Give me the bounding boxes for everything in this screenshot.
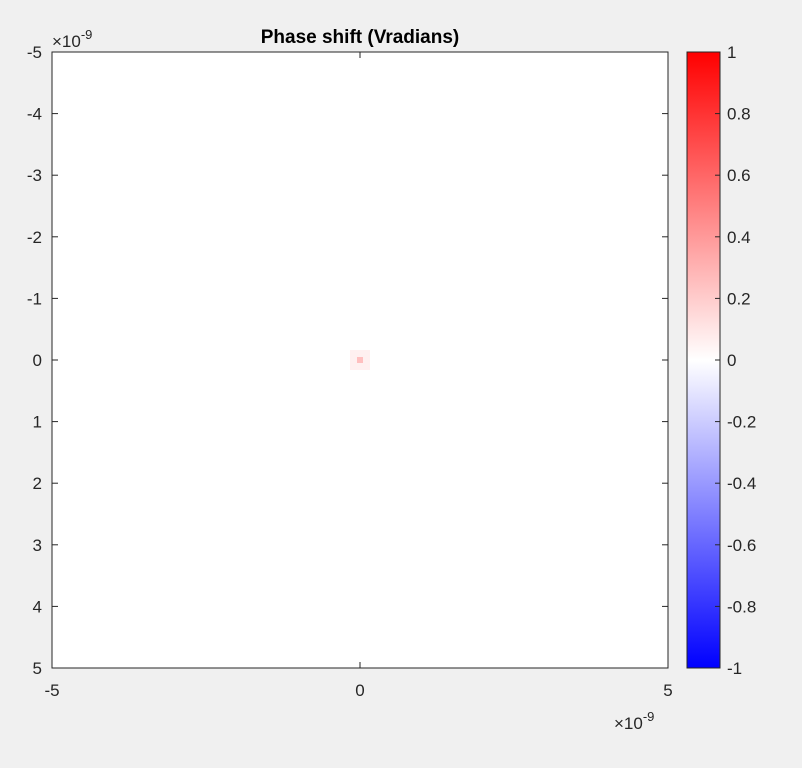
colorbar-tick-label: -0.4 — [727, 474, 756, 493]
y-tick-label: 1 — [33, 413, 42, 432]
x-tick-label: 5 — [663, 681, 672, 700]
colorbar-tick-label: -0.8 — [727, 597, 756, 616]
colorbar-tick-label: -0.2 — [727, 413, 756, 432]
y-tick-label: 5 — [33, 659, 42, 678]
y-tick-label: 2 — [33, 474, 42, 493]
x-axis-exponent-label: ×10-9 — [614, 709, 654, 733]
heatmap-plot-area — [51, 51, 669, 669]
x-tick-label: 0 — [355, 681, 364, 700]
y-tick-label: -2 — [27, 228, 42, 247]
colorbar-gradient — [687, 52, 720, 668]
heatmap-hotspot-cell — [357, 357, 363, 363]
colorbar-tick-label: 0 — [727, 351, 736, 370]
colorbar-tick-label: 0.4 — [727, 228, 751, 247]
x-exponent-power: -9 — [643, 709, 655, 724]
colorbar-tick-label: -0.6 — [727, 536, 756, 555]
y-tick-label: -3 — [27, 166, 42, 185]
colorbar-tick-label: 1 — [727, 43, 736, 62]
y-axis-ticks: -5 -4 -3 -2 -1 0 1 2 3 4 5 — [27, 43, 668, 678]
y-exponent-power: -9 — [81, 27, 93, 42]
colorbar-tick-label: 0.2 — [727, 289, 751, 308]
colorbar-tick-label: 0.6 — [727, 166, 751, 185]
colorbar — [686, 51, 721, 669]
y-tick-label: -5 — [27, 43, 42, 62]
colorbar-tick-label: -1 — [727, 659, 742, 678]
y-exponent-base: ×10 — [52, 32, 81, 51]
x-tick-label: -5 — [44, 681, 59, 700]
y-axis-exponent-label: ×10-9 — [52, 27, 92, 51]
y-tick-label: 3 — [33, 536, 42, 555]
y-tick-label: 4 — [33, 597, 42, 616]
colorbar-tick-label: 0.8 — [727, 105, 751, 124]
chart-title: Phase shift (Vradians) — [261, 27, 460, 48]
colorbar-ticks: 1 0.8 0.6 0.4 0.2 0 -0.2 -0.4 -0.6 -0.8 -1 — [715, 43, 756, 678]
y-tick-label: 0 — [33, 351, 42, 370]
x-exponent-base: ×10 — [614, 714, 643, 733]
x-axis-ticks: -5 0 5 — [44, 52, 673, 700]
y-tick-label: -1 — [27, 289, 42, 308]
y-tick-label: -4 — [27, 105, 42, 124]
